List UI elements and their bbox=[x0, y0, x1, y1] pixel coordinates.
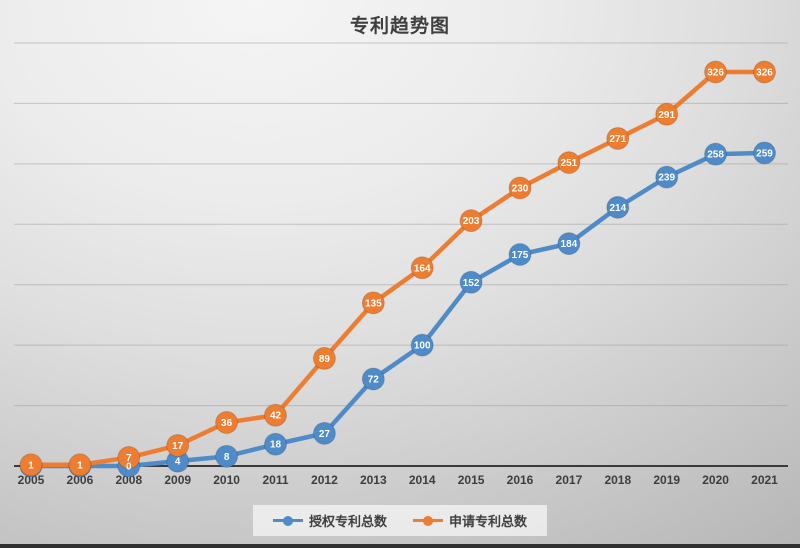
data-point-marker bbox=[166, 433, 190, 457]
series-line bbox=[28, 150, 767, 469]
chart-title: 专利趋势图 bbox=[349, 16, 450, 37]
data-point-label: 1 bbox=[77, 460, 83, 471]
data-point-label: 326 bbox=[756, 67, 773, 78]
data-point-label: 175 bbox=[512, 250, 529, 261]
data-point-marker bbox=[753, 141, 776, 165]
data-point-label: 18 bbox=[270, 440, 282, 451]
x-tick-label: 2011 bbox=[262, 473, 288, 487]
data-point-label: 4 bbox=[175, 457, 181, 468]
data-point-label: 36 bbox=[221, 418, 233, 429]
data-point-label: 203 bbox=[463, 216, 480, 227]
data-point-label: 0 bbox=[126, 462, 132, 473]
data-point-label: 152 bbox=[463, 278, 480, 289]
legend: 授权专利总数 申请专利总数 bbox=[252, 505, 548, 536]
x-tick-label: 2019 bbox=[653, 473, 680, 487]
x-tick-label: 2014 bbox=[409, 473, 436, 487]
data-point-label: 72 bbox=[368, 374, 380, 385]
data-point-marker bbox=[557, 151, 581, 175]
data-point-label: 135 bbox=[365, 298, 382, 309]
x-tick-label: 2005 bbox=[18, 473, 45, 487]
x-tick-label: 2006 bbox=[67, 473, 94, 487]
data-point-marker bbox=[361, 367, 385, 391]
data-point-marker bbox=[410, 256, 434, 280]
data-point-marker bbox=[19, 453, 43, 477]
data-point-marker bbox=[508, 176, 532, 200]
x-tick-label: 2020 bbox=[702, 473, 729, 487]
data-point-marker bbox=[753, 60, 776, 84]
data-point-label: 259 bbox=[756, 148, 773, 159]
x-tick-label: 2016 bbox=[507, 473, 534, 487]
data-point-marker bbox=[215, 444, 239, 468]
data-point-label: 326 bbox=[707, 67, 724, 78]
data-point-marker bbox=[264, 403, 287, 427]
data-point-label: 100 bbox=[414, 341, 431, 352]
data-point-marker bbox=[68, 453, 92, 477]
data-point-marker bbox=[557, 232, 581, 256]
legend-label-applied: 申请专利总数 bbox=[449, 514, 528, 529]
line-marker-icon bbox=[413, 515, 443, 526]
data-point-marker bbox=[117, 446, 141, 470]
data-point-label: 42 bbox=[270, 411, 282, 422]
data-point-label: 164 bbox=[414, 263, 431, 274]
data-point-marker bbox=[606, 126, 630, 150]
data-point-marker bbox=[361, 291, 385, 315]
data-point-marker bbox=[215, 410, 239, 434]
x-tick-label: 2010 bbox=[213, 473, 240, 487]
data-point-marker bbox=[459, 270, 483, 294]
data-point-marker bbox=[264, 432, 287, 456]
data-point-marker bbox=[704, 142, 728, 166]
data-point-marker bbox=[459, 209, 483, 233]
data-point-marker bbox=[410, 333, 434, 357]
x-tick-label: 2012 bbox=[311, 473, 338, 487]
x-tick-label: 2015 bbox=[458, 473, 485, 487]
legend-label-granted: 授权专利总数 bbox=[308, 514, 387, 529]
data-point-label: 184 bbox=[561, 239, 578, 250]
data-point-label: 1 bbox=[28, 460, 34, 471]
data-point-marker bbox=[655, 102, 679, 126]
x-tick-label: 2013 bbox=[360, 473, 387, 487]
data-point-label: 258 bbox=[707, 150, 724, 161]
x-tick-label: 2009 bbox=[164, 473, 191, 487]
legend-item-applied[interactable]: 申请专利总数 bbox=[413, 511, 527, 530]
x-tick-label: 2018 bbox=[604, 473, 631, 487]
data-point-label: 8 bbox=[224, 452, 230, 463]
data-point-label: 251 bbox=[561, 158, 578, 169]
data-point-label: 27 bbox=[319, 429, 331, 440]
data-point-label: 271 bbox=[609, 134, 626, 145]
data-point-marker bbox=[508, 242, 532, 266]
data-point-marker bbox=[704, 60, 728, 84]
x-tick-label: 2021 bbox=[751, 473, 778, 487]
data-point-label: 17 bbox=[172, 441, 184, 452]
data-point-label: 89 bbox=[319, 354, 331, 365]
line-marker-icon bbox=[272, 515, 303, 526]
x-tick-label: 2017 bbox=[556, 473, 583, 487]
data-point-label: 214 bbox=[609, 203, 626, 214]
data-point-marker bbox=[312, 421, 336, 445]
data-point-marker bbox=[655, 165, 679, 189]
data-point-label: 239 bbox=[658, 173, 675, 184]
data-point-marker bbox=[312, 346, 336, 370]
data-point-label: 7 bbox=[126, 453, 132, 464]
x-tick-label: 2008 bbox=[115, 473, 142, 487]
legend-item-granted[interactable]: 授权专利总数 bbox=[272, 511, 387, 530]
series-line bbox=[28, 69, 767, 468]
bottom-edge bbox=[0, 544, 800, 548]
data-point-label: 291 bbox=[658, 110, 675, 121]
data-point-label: 230 bbox=[512, 184, 529, 195]
data-point-marker bbox=[606, 195, 630, 219]
